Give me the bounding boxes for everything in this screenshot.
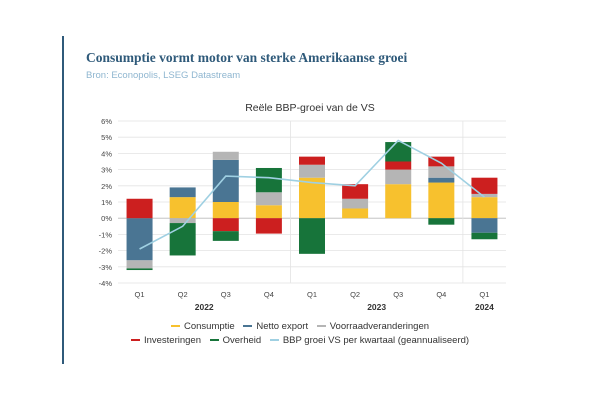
bar-netto_export xyxy=(212,159,239,202)
x-tick-label: Q1 xyxy=(307,290,317,299)
x-tick-label: Q3 xyxy=(393,290,403,299)
x-tick-label: Q2 xyxy=(178,290,188,299)
bar-consumptie xyxy=(169,197,196,219)
bar-consumptie xyxy=(471,197,498,219)
legend-voorraad: Voorraadveranderingen xyxy=(316,321,430,332)
x-tick-label: Q1 xyxy=(135,290,145,299)
accent-bar xyxy=(62,36,64,364)
bar-voorraad xyxy=(342,198,369,209)
bar-consumptie xyxy=(342,208,369,219)
bar-consumptie xyxy=(212,202,239,219)
legend-row-2: Investeringen Overheid BBP groei VS per … xyxy=(0,335,600,346)
bar-consumptie xyxy=(255,205,282,219)
legend-consumptie-label: Consumptie xyxy=(183,321,235,332)
year-label: 2023 xyxy=(367,302,386,312)
legend-overheid-swatch xyxy=(209,339,219,342)
bar-overheid xyxy=(212,231,239,241)
y-tick-label: 5% xyxy=(101,133,112,142)
bar-investeringen xyxy=(471,177,498,194)
bar-investeringen xyxy=(255,218,282,234)
legend-investeringen-swatch xyxy=(130,339,140,342)
bar-netto_export xyxy=(471,218,498,233)
bar-voorraad xyxy=(169,218,196,224)
bar-netto_export xyxy=(169,187,196,198)
bar-voorraad xyxy=(299,164,325,178)
y-tick-label: -2% xyxy=(99,247,113,256)
bar-voorraad xyxy=(255,192,282,206)
legend-bbp: BBP groei VS per kwartaal (geannualiseer… xyxy=(269,335,470,346)
source-note: Bron: Econopolis, LSEG Datastream xyxy=(86,70,241,81)
line-bbp_line xyxy=(139,139,485,250)
y-tick-label: 3% xyxy=(101,166,112,175)
bar-consumptie xyxy=(299,177,325,219)
legend-netto-export-label: Netto export xyxy=(256,321,309,332)
y-tick-label: 4% xyxy=(101,149,112,158)
chart-title: Reële BBP-groei van de VS xyxy=(245,102,375,114)
legend-voorraad-swatch xyxy=(316,325,326,328)
bar-overheid xyxy=(169,223,196,256)
legend-netto-export-swatch xyxy=(243,325,253,328)
bar-voorraad xyxy=(385,169,412,185)
legend-investeringen: Investeringen xyxy=(130,335,201,346)
legend-netto-export: Netto export xyxy=(243,321,308,332)
x-tick-label: Q3 xyxy=(221,290,231,299)
legend-bbp-label: BBP groei VS per kwartaal (geannualiseer… xyxy=(282,335,470,346)
year-label: 2022 xyxy=(195,302,214,312)
bar-overheid xyxy=(255,167,282,193)
x-tick-label: Q4 xyxy=(436,290,446,299)
x-tick-label: Q2 xyxy=(350,290,360,299)
legend-voorraad-label: Voorraadveranderingen xyxy=(329,321,430,332)
legend-overheid-label: Overheid xyxy=(222,335,262,346)
legend-overheid: Overheid xyxy=(209,335,262,346)
bar-consumptie xyxy=(428,182,455,219)
bar-investeringen xyxy=(126,198,153,219)
x-tick-label: Q1 xyxy=(479,290,489,299)
y-tick-label: 0% xyxy=(101,214,112,223)
x-tick-label: Q4 xyxy=(264,290,274,299)
y-tick-label: 1% xyxy=(101,198,112,207)
bar-investeringen xyxy=(342,184,369,199)
y-tick-label: -1% xyxy=(99,230,113,239)
bar-overheid xyxy=(428,218,455,225)
bar-investeringen xyxy=(212,218,239,232)
bar-netto_export xyxy=(126,218,153,261)
y-tick-label: -3% xyxy=(99,263,113,272)
page-title: Consumptie vormt motor van sterke Amerik… xyxy=(86,50,408,65)
bar-voorraad xyxy=(471,193,498,198)
y-tick-label: 6% xyxy=(101,117,112,126)
legend-investeringen-label: Investeringen xyxy=(143,335,201,346)
bar-investeringen xyxy=(428,156,455,167)
legend-consumptie-swatch xyxy=(170,325,180,328)
y-tick-label: -4% xyxy=(99,279,113,288)
year-label: 2024 xyxy=(475,302,494,312)
legend-bbp-swatch xyxy=(269,339,279,342)
legend-consumptie: Consumptie xyxy=(170,321,235,332)
bar-overheid xyxy=(299,218,325,254)
legend-row-1: Consumptie Netto export Voorraadverander… xyxy=(0,321,600,332)
bar-investeringen xyxy=(385,161,412,170)
bar-voorraad xyxy=(126,260,153,269)
bar-netto_export xyxy=(428,177,455,183)
bar-voorraad xyxy=(428,166,455,178)
bar-voorraad xyxy=(212,151,239,160)
y-tick-label: 2% xyxy=(101,182,112,191)
bar-overheid xyxy=(471,232,498,240)
bar-overheid xyxy=(126,268,153,271)
bar-investeringen xyxy=(299,156,325,165)
bar-consumptie xyxy=(385,184,412,219)
